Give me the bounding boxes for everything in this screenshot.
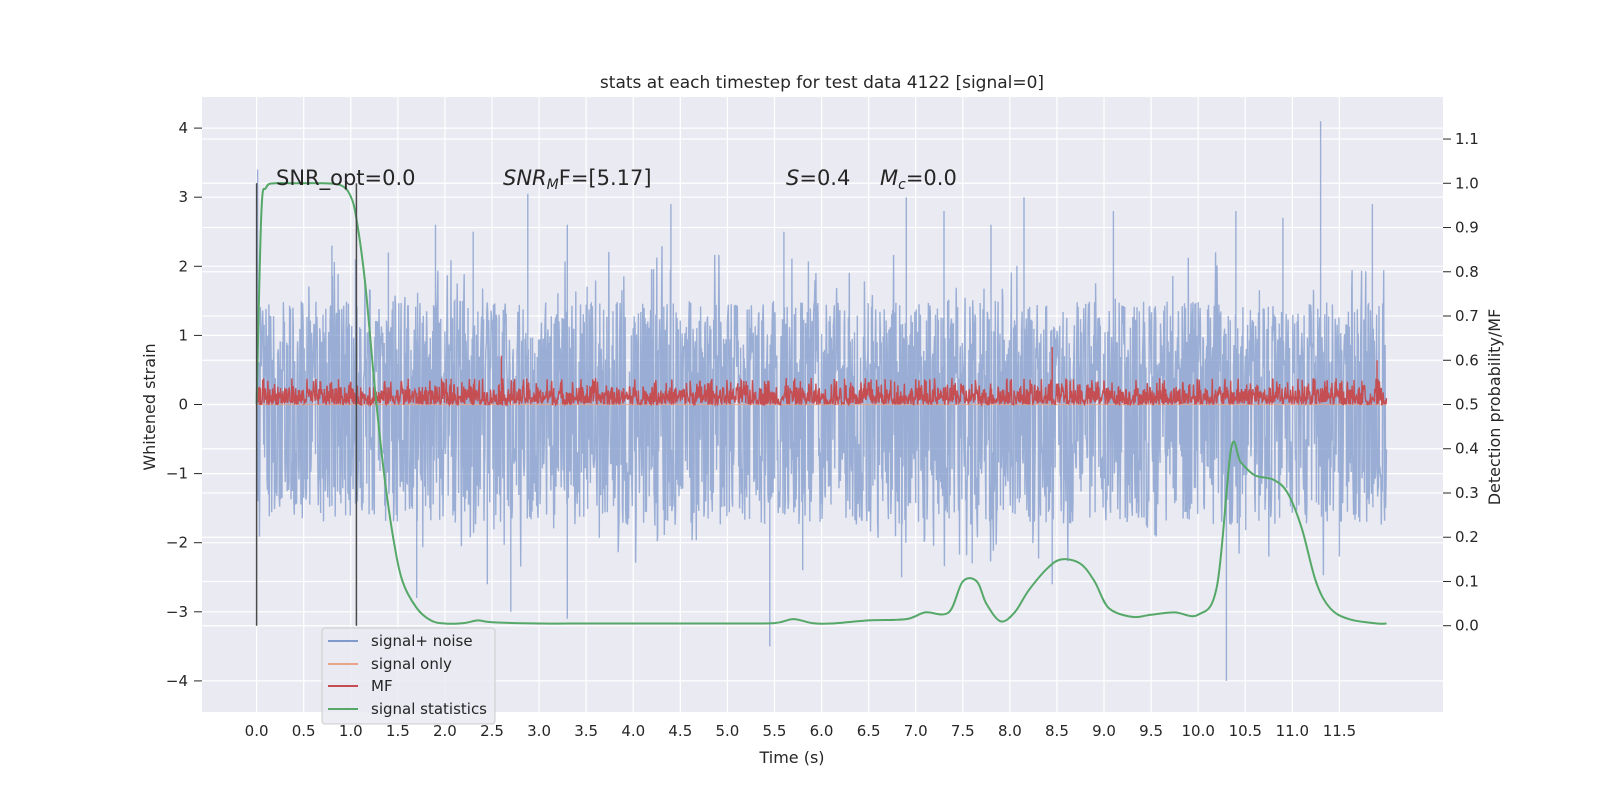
y2-tick-label: 0.7 — [1455, 307, 1479, 325]
x-tick-label: 5.5 — [763, 722, 787, 740]
y2-tick-label: 0.3 — [1455, 484, 1479, 502]
x-tick-label: 9.0 — [1092, 722, 1116, 740]
x-tick-label: 2.0 — [433, 722, 457, 740]
x-tick-label: 9.5 — [1139, 722, 1163, 740]
snr-mf-rest: F=[5.17] — [559, 166, 652, 190]
y-tick-label: −4 — [166, 672, 188, 690]
mc-sub: c — [898, 177, 906, 193]
x-tick-label: 3.5 — [574, 722, 598, 740]
y-tick-label: 4 — [178, 119, 188, 137]
s-var: S — [786, 166, 799, 190]
y-axis-label: Whitened strain — [140, 343, 159, 470]
legend-label-mf: MF — [371, 677, 393, 695]
mc-var: M — [880, 166, 898, 190]
x-tick-label: 7.0 — [904, 722, 928, 740]
s-val: =0.4 — [799, 166, 850, 190]
series-signal-statistics — [255, 181, 1387, 625]
y-tick-label: 0 — [178, 396, 188, 414]
y-tick-label: −1 — [166, 465, 188, 483]
series-mf — [255, 347, 1388, 408]
y2-axis-label: Detection probability/MF — [1485, 309, 1504, 506]
series-layer — [255, 121, 1388, 681]
y2-tick-label: 0.5 — [1455, 396, 1479, 414]
legend-label-signal-statistics: signal statistics — [371, 700, 487, 718]
y-tick-label: 3 — [178, 188, 188, 206]
x-tick-label: 10.0 — [1181, 722, 1214, 740]
s-annotation: S=0.4 — [786, 166, 850, 190]
legend: signal+ noise signal only MF signal stat… — [321, 627, 496, 725]
y-tick-label: −2 — [166, 534, 188, 552]
x-tick-label: 1.5 — [386, 722, 410, 740]
x-axis-label: Time (s) — [758, 748, 824, 767]
x-tick-label: 5.0 — [715, 722, 739, 740]
y2-tick-label: 0.8 — [1455, 263, 1479, 281]
y2-tick-label: 0.4 — [1455, 440, 1479, 458]
mc-val: =0.0 — [906, 166, 957, 190]
series-signal-noise — [255, 121, 1388, 681]
legend-label-signal-noise: signal+ noise — [371, 632, 473, 650]
x-tick-label: 0.5 — [292, 722, 316, 740]
legend-box — [321, 627, 496, 725]
x-tick-label: 1.0 — [339, 722, 363, 740]
vertical-markers — [255, 183, 358, 626]
y2-tick-label: 0.6 — [1455, 351, 1479, 369]
x-tick-label: 6.5 — [857, 722, 881, 740]
y2-tick-label: 0.0 — [1455, 617, 1479, 635]
x-tick-label: 7.5 — [951, 722, 975, 740]
y-tick-label: 2 — [178, 257, 188, 275]
x-tick-label: 8.0 — [998, 722, 1022, 740]
x-tick-label: 0.0 — [245, 722, 269, 740]
x-tick-label: 11.0 — [1276, 722, 1309, 740]
y-tick-label: 1 — [178, 326, 188, 344]
x-tick-label: 6.0 — [810, 722, 834, 740]
x-tick-label: 4.0 — [621, 722, 645, 740]
x-tick-label: 3.0 — [527, 722, 551, 740]
snr-mf-sub: M — [547, 177, 559, 193]
y-axis-right: 1.1 1.0 0.9 0.8 0.7 0.6 0.5 0.4 0.3 0.2 0.1 0.0 — [1443, 130, 1479, 635]
y2-tick-label: 1.1 — [1455, 130, 1479, 148]
snr-mf-annotation: SNRMF=[5.17] — [503, 166, 652, 193]
y2-tick-label: 0.1 — [1455, 572, 1479, 590]
x-axis: 0.0 0.5 1.0 1.5 2.0 2.5 3.0 3.5 4.0 4.5 5.0 5.5 6.0 6… — [245, 722, 1356, 740]
y2-tick-label: 0.2 — [1455, 528, 1479, 546]
y2-tick-label: 1.0 — [1455, 174, 1479, 192]
x-tick-label: 8.5 — [1045, 722, 1069, 740]
x-tick-label: 11.5 — [1323, 722, 1356, 740]
y-axis-left: 4 3 2 1 0 −1 −2 −3 −4 — [166, 119, 202, 690]
mc-annotation: Mc=0.0 — [880, 166, 957, 193]
snr-mf-var: SNR — [503, 166, 547, 190]
y2-tick-label: 0.9 — [1455, 219, 1479, 237]
legend-label-signal-only: signal only — [371, 655, 452, 673]
snr-opt-annotation: SNR_opt=0.0 — [276, 166, 416, 191]
x-tick-label: 4.5 — [668, 722, 692, 740]
chart-title: stats at each timestep for test data 412… — [600, 73, 1044, 93]
y-tick-label: −3 — [166, 603, 188, 621]
x-tick-label: 2.5 — [480, 722, 504, 740]
x-tick-label: 10.5 — [1229, 722, 1262, 740]
